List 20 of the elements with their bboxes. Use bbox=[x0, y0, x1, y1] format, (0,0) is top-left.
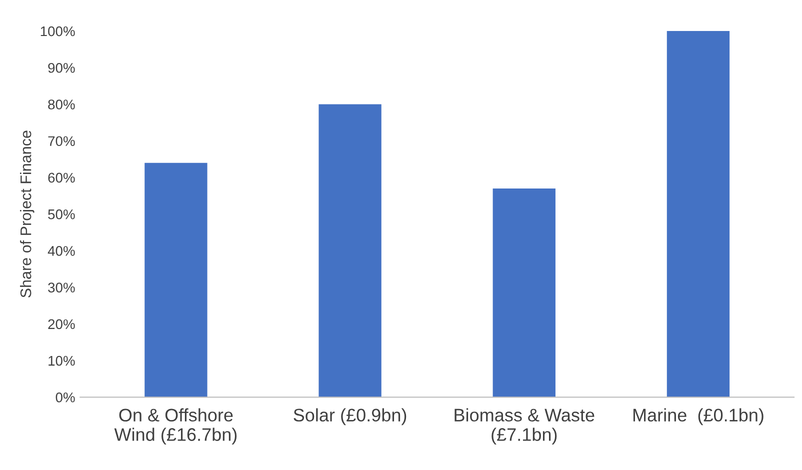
x-tick-label: On & Offshore Wind (£16.7bn) bbox=[114, 408, 237, 445]
x-tick-label: Solar (£0.9bn) bbox=[294, 408, 406, 426]
y-tick-label: 40% bbox=[48, 246, 75, 256]
y-axis-title: Share of Project Finance bbox=[20, 130, 34, 298]
y-tick-label: 90% bbox=[48, 62, 75, 73]
bar bbox=[666, 31, 730, 398]
y-tick-label: 20% bbox=[48, 319, 75, 330]
y-tick-label: 10% bbox=[48, 356, 75, 366]
x-tick-label: Marine (£0.1bn) bbox=[633, 408, 764, 426]
bar bbox=[144, 162, 208, 398]
y-tick-label: 100% bbox=[40, 26, 75, 36]
bar bbox=[318, 104, 382, 398]
y-tick-label: 0% bbox=[56, 392, 75, 402]
bar bbox=[492, 188, 556, 398]
y-tick-label: 60% bbox=[48, 172, 75, 183]
x-tick-label: Biomass & Waste (£7.1bn) bbox=[454, 408, 594, 445]
y-tick-label: 30% bbox=[48, 282, 75, 292]
y-tick-label: 70% bbox=[48, 136, 75, 146]
y-tick-label: 50% bbox=[48, 209, 75, 220]
y-tick-label: 80% bbox=[48, 100, 75, 110]
